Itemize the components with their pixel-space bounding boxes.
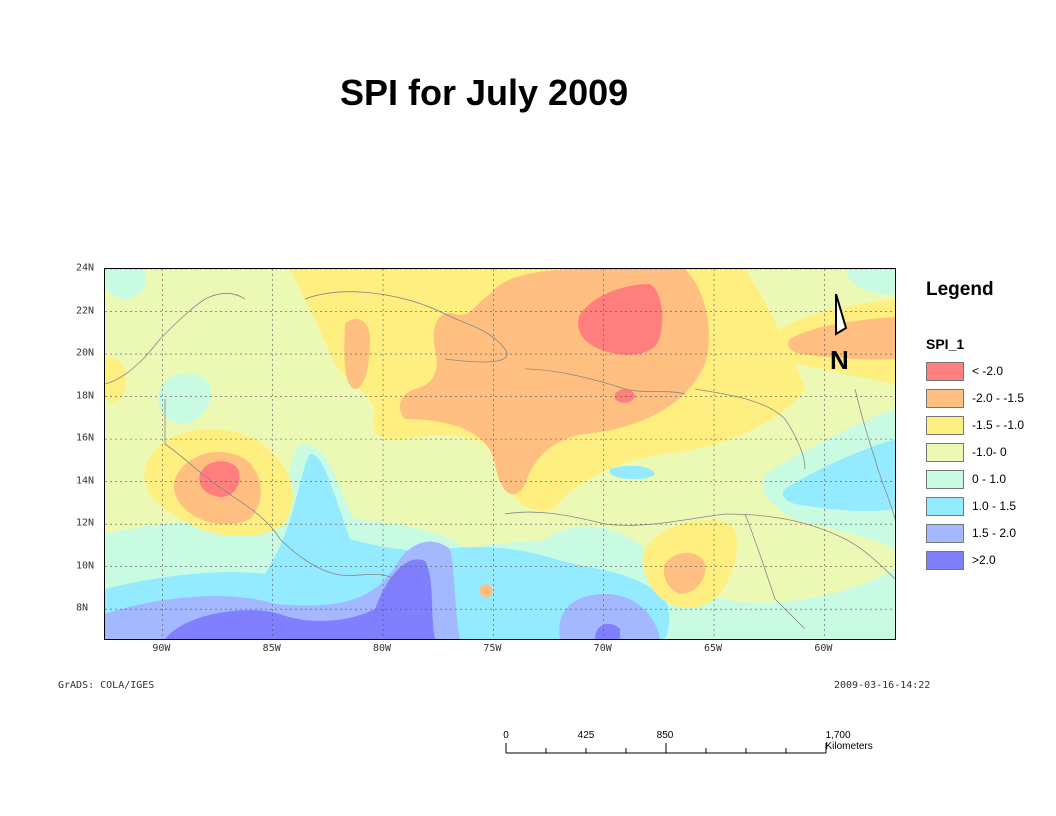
legend-swatch bbox=[926, 523, 964, 543]
zone-dry-15-2-central bbox=[344, 319, 370, 389]
latitude-label: 14N bbox=[76, 475, 95, 487]
legend-label: -2.0 - -1.5 bbox=[972, 391, 1025, 405]
scale-bar: 0 425 850 1,700 Kilometers bbox=[500, 728, 920, 768]
zone-dry-lt-2-islet bbox=[615, 388, 635, 403]
zone-wet-1-15-east bbox=[783, 439, 895, 512]
legend-label: < -2.0 bbox=[972, 364, 1004, 378]
legend-swatch bbox=[926, 550, 964, 570]
latitude-label: 12N bbox=[76, 517, 95, 529]
timestamp: 2009-03-16-14:22 bbox=[834, 680, 931, 691]
legend-swatch bbox=[926, 469, 964, 489]
legend-label: 0 - 1.0 bbox=[972, 472, 1007, 486]
longitude-label: 70W bbox=[593, 643, 612, 654]
spi-map bbox=[104, 268, 896, 640]
latitude-label: 24N bbox=[76, 262, 95, 274]
north-arrow-icon bbox=[835, 293, 848, 336]
longitude-label: 90W bbox=[152, 643, 171, 654]
scale-label-850: 850 bbox=[656, 730, 674, 741]
zone-dry-15-2-southeast bbox=[663, 552, 706, 594]
legend-swatch bbox=[926, 415, 964, 435]
map-title: SPI for July 2009 bbox=[340, 72, 629, 113]
latitude-label: 10N bbox=[76, 560, 95, 572]
legend-label: 1.5 - 2.0 bbox=[972, 526, 1017, 540]
coastlines bbox=[105, 291, 895, 630]
latitude-label: 16N bbox=[76, 432, 95, 444]
latitude-label: 18N bbox=[76, 390, 95, 402]
graticule bbox=[105, 269, 895, 639]
grads-credit: GrADS: COLA/IGES bbox=[58, 680, 155, 691]
longitude-label: 75W bbox=[483, 643, 502, 654]
zone-wet-0-1-northwest bbox=[105, 269, 147, 299]
legend-item: -2.0 - -1.5 bbox=[926, 388, 1024, 408]
legend-label: -1.5 - -1.0 bbox=[972, 418, 1025, 432]
longitude-label: 65W bbox=[704, 643, 723, 654]
legend-item: 1.5 - 2.0 bbox=[926, 523, 1016, 543]
zone-dry-15-2-east bbox=[788, 317, 895, 360]
legend-label: 1.0 - 1.5 bbox=[972, 499, 1017, 513]
scale-label-0: 0 bbox=[503, 730, 509, 741]
zone-dry-lt-2 bbox=[578, 284, 663, 355]
zone-wet-1-15 bbox=[105, 454, 670, 639]
legend-label: >2.0 bbox=[972, 553, 996, 567]
north-label: N bbox=[830, 345, 849, 374]
legend-item: -1.0- 0 bbox=[926, 442, 1007, 462]
zone-dry-lt-2-west bbox=[199, 461, 240, 497]
zone-wet-0-1-belize bbox=[158, 373, 211, 424]
zone-wet-0-1-northeast bbox=[845, 269, 895, 295]
legend-swatch bbox=[926, 361, 964, 381]
zone-wet-15-2-south bbox=[559, 594, 660, 639]
zone-wet-gt2 bbox=[165, 559, 435, 639]
legend-swatch bbox=[926, 442, 964, 462]
longitude-label: 80W bbox=[373, 643, 392, 654]
longitude-label: 85W bbox=[262, 643, 281, 654]
north-arrow: N bbox=[822, 293, 858, 379]
legend-item: 1.0 - 1.5 bbox=[926, 496, 1016, 516]
scale-bar-graphic bbox=[505, 743, 827, 754]
longitude-label: 60W bbox=[814, 643, 833, 654]
legend-title: Legend bbox=[926, 279, 994, 300]
latitude-label: 8N bbox=[76, 602, 89, 614]
legend-swatch bbox=[926, 388, 964, 408]
legend-field-name: SPI_1 bbox=[926, 336, 965, 352]
zone-wet-circle bbox=[480, 584, 493, 598]
legend-item: >2.0 bbox=[926, 550, 996, 570]
spi-contour-map bbox=[105, 269, 895, 639]
legend-label: -1.0- 0 bbox=[972, 445, 1007, 459]
scale-label-425: 425 bbox=[577, 730, 595, 741]
zone-wet-1-15-islet bbox=[610, 465, 655, 480]
legend-item: < -2.0 bbox=[926, 361, 1003, 381]
legend-item: 0 - 1.0 bbox=[926, 469, 1006, 489]
legend-item: -1.5 - -1.0 bbox=[926, 415, 1024, 435]
latitude-label: 20N bbox=[76, 347, 95, 359]
scale-label-1700: 1,700 Kilometers bbox=[825, 730, 873, 752]
legend-swatch bbox=[926, 496, 964, 516]
latitude-label: 22N bbox=[76, 305, 95, 317]
zone-wet-gt2-south bbox=[595, 623, 620, 639]
